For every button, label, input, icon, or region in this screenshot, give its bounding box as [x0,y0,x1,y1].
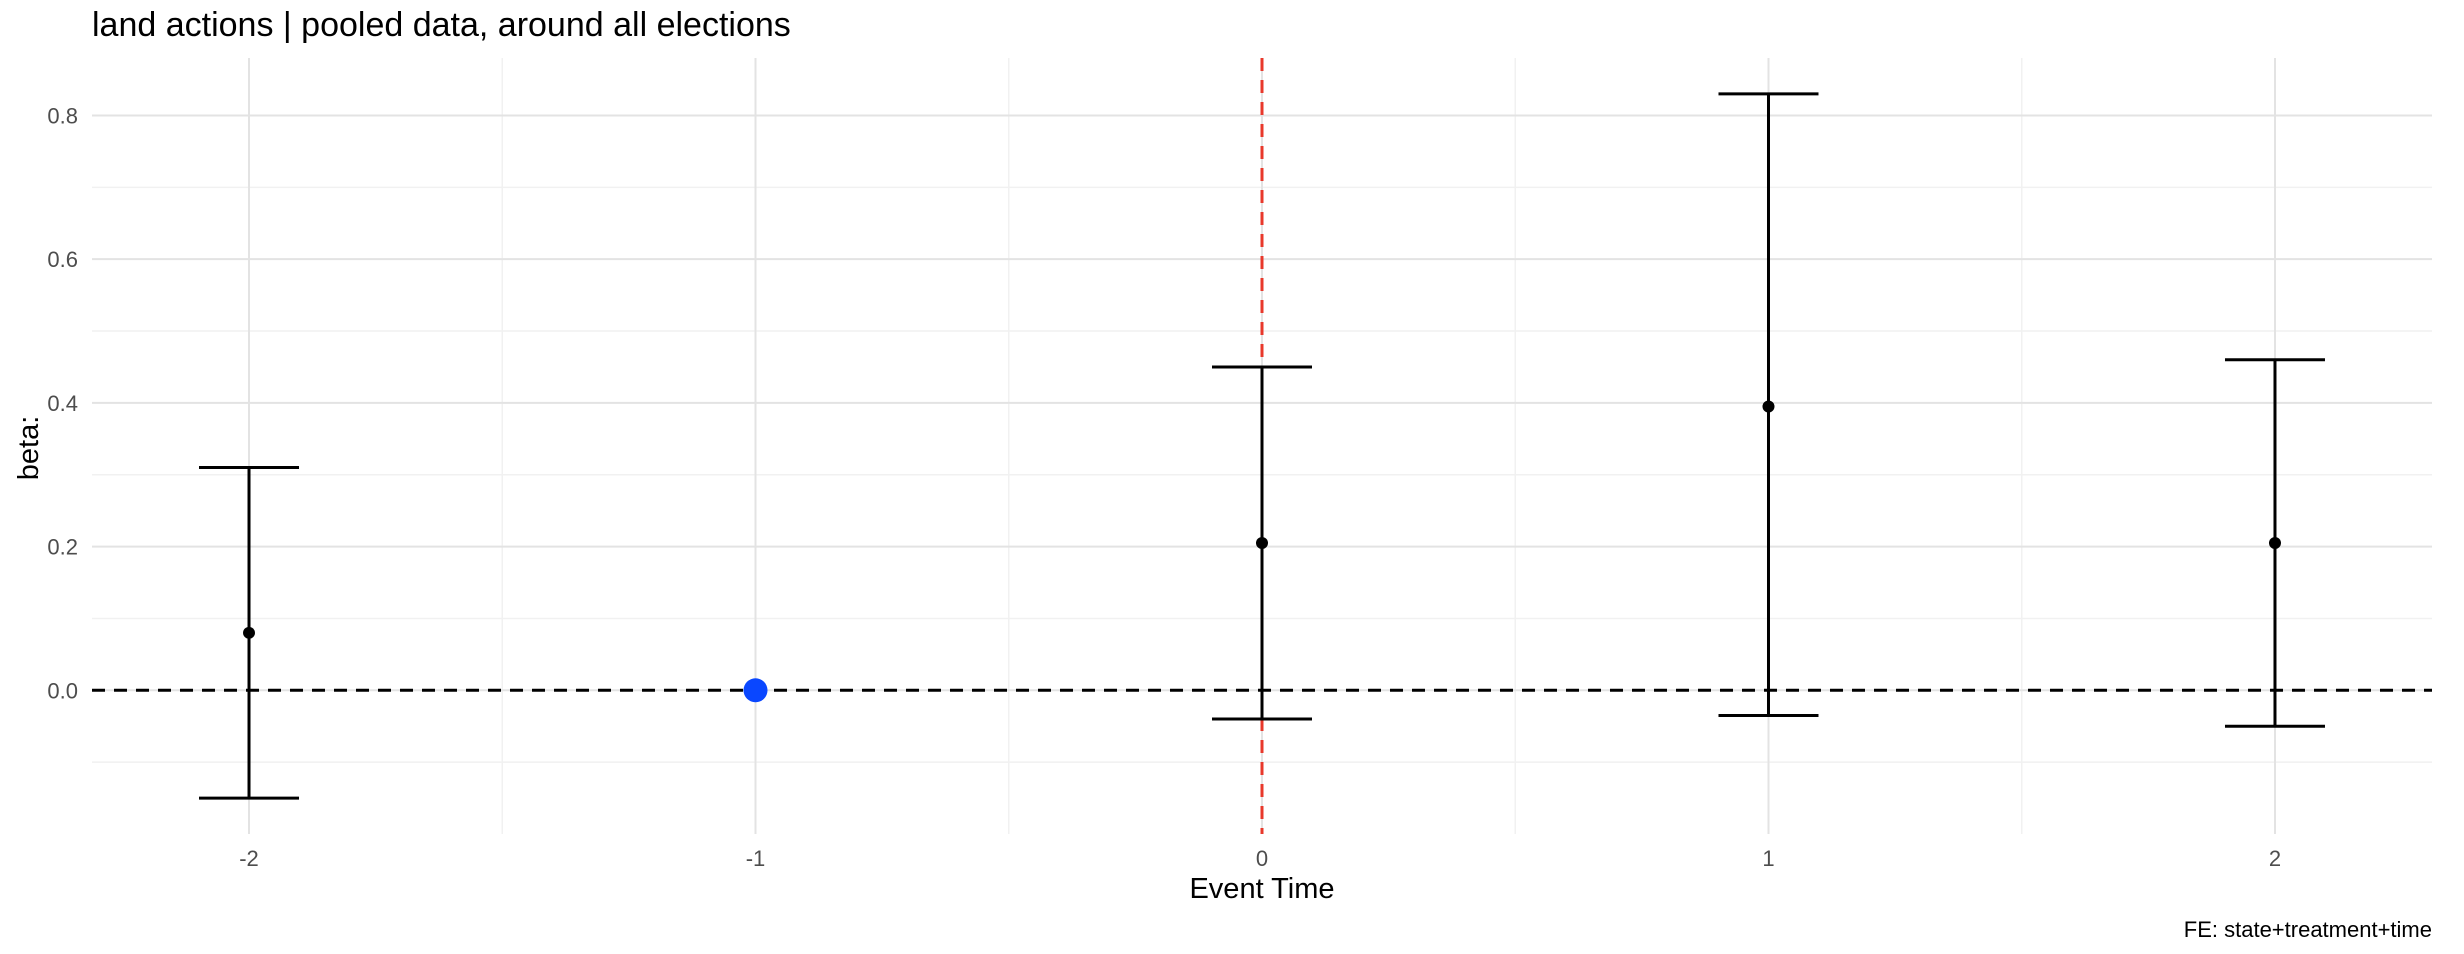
chart-caption: FE: state+treatment+time [2184,917,2432,942]
x-tick-label: 2 [2269,846,2281,871]
y-tick-label: 0.8 [47,103,78,128]
data-point [1256,537,1268,549]
x-tick-label: 0 [1256,846,1268,871]
x-tick-label: 1 [1762,846,1774,871]
y-tick-label: 0.6 [47,247,78,272]
reference-point [743,678,768,703]
y-tick-label: 0.4 [47,391,78,416]
data-point [2268,537,2281,549]
y-axis-title: beta: [13,416,45,481]
x-tick-label: -2 [239,846,259,871]
data-marks [199,92,2325,800]
y-tick-label: 0.0 [47,678,78,703]
x-axis-title: Event Time [1189,873,1334,905]
data-point [243,626,256,639]
chart-title: land actions | pooled data, around all e… [92,6,791,44]
tick-labels: -2 -1 0 1 2 0.0 0.2 0.4 0.6 0.8 [47,103,2281,871]
data-point [1762,400,1775,413]
y-tick-label: 0.2 [47,535,78,560]
x-tick-label: -1 [746,846,766,871]
